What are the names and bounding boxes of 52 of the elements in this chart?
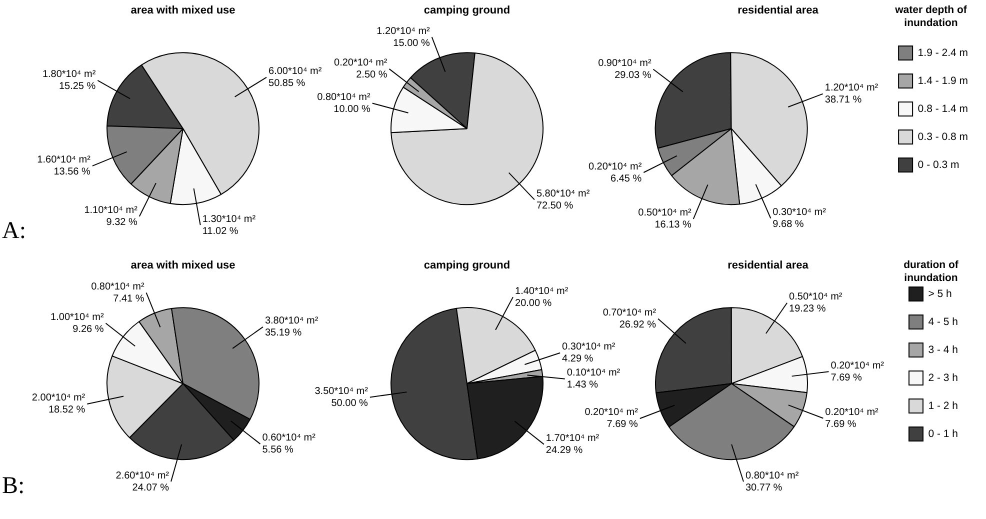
data-label: 2.60*10⁴ m² 24.07 % xyxy=(116,470,170,494)
data-label: 5.80*10⁴ m² 72.50 % xyxy=(536,188,590,212)
data-label: 3.80*10⁴ m² 35.19 % xyxy=(264,316,319,339)
data-label: 1.00*10⁴ m² 9.26 % xyxy=(50,312,104,336)
data-label: 0.20*10⁴ m² 7.69 % xyxy=(584,407,638,430)
data-label: 0.10*10⁴ m² 1.43 % xyxy=(566,368,621,391)
data-label: 2.00*10⁴ m² 18.52 % xyxy=(32,392,86,416)
data-label: 0.60*10⁴ m² 5.56 % xyxy=(262,432,316,456)
data-label: 1.20*10⁴ m² 15.00 % xyxy=(376,26,431,49)
legend-label: 1 - 2 h xyxy=(928,400,958,412)
legend-label: > 5 h xyxy=(928,288,952,300)
chart-title: residential area xyxy=(737,4,819,17)
data-label: 1.40*10⁴ m² 20.00 % xyxy=(515,286,569,309)
legend-title: duration of inundation xyxy=(902,259,960,285)
legend-label: 4 - 5 h xyxy=(928,316,958,328)
legend-label: 1.9 - 2.4 m xyxy=(918,46,968,59)
chart-title: residential area xyxy=(727,260,809,272)
data-label: 0.80*10⁴ m² 10.00 % xyxy=(317,92,372,115)
data-label: 0.20*10⁴ m² 2.50 % xyxy=(334,58,388,81)
data-label: 0.30*10⁴ m² 4.29 % xyxy=(562,342,616,365)
legend-label: 2 - 3 h xyxy=(928,372,958,384)
data-label: 0.70*10⁴ m² 26.92 % xyxy=(602,307,656,330)
legend-label: 0.3 - 0.8 m xyxy=(918,130,968,143)
data-label: 0.20*10⁴ m² 7.69 % xyxy=(830,360,884,384)
data-label: 3.50*10⁴ m² 50.00 % xyxy=(314,386,369,409)
legend-label: 3 - 4 h xyxy=(928,344,958,356)
data-label: 1.30*10⁴ m² 11.02 % xyxy=(202,214,256,237)
data-label: 0.20*10⁴ m² 6.45 % xyxy=(588,161,642,184)
chart-title: area with mixed use xyxy=(130,4,236,17)
data-label: 1.60*10⁴ m² 13.56 % xyxy=(37,154,92,178)
data-label: 1.70*10⁴ m² 24.29 % xyxy=(546,433,600,456)
chart-title: camping ground xyxy=(424,4,510,17)
data-label: 0.50*10⁴ m² 19.23 % xyxy=(788,292,842,315)
text: B: xyxy=(2,473,25,500)
chart-title: area with mixed use xyxy=(130,260,236,272)
legend-label: 0 - 1 h xyxy=(928,428,958,440)
chart-title: camping ground xyxy=(424,260,510,272)
data-label: 1.20*10⁴ m² 38.71 % xyxy=(824,82,878,106)
legend-label: 1.4 - 1.9 m xyxy=(918,74,968,87)
data-label: 0.50*10⁴ m² 16.13 % xyxy=(638,208,692,231)
data-label: 0.30*10⁴ m² 9.68 % xyxy=(772,207,826,230)
data-label: 6.00*10⁴ m² 50.85 % xyxy=(268,66,322,90)
legend-title: water depth of inundation xyxy=(894,4,968,30)
legend-label: 0.8 - 1.4 m xyxy=(918,102,968,115)
data-label: 0.20*10⁴ m² 7.69 % xyxy=(824,406,879,430)
data-label: 1.80*10⁴ m² 15.25 % xyxy=(42,69,96,92)
text: A: xyxy=(2,218,26,245)
data-label: 0.80*10⁴ m² 30.77 % xyxy=(744,470,799,494)
data-label: 0.90*10⁴ m² 29.03 % xyxy=(598,58,652,82)
legend-label: 0 - 0.3 m xyxy=(918,158,960,171)
data-label: 0.80*10⁴ m² 7.41 % xyxy=(91,281,145,304)
data-label: 1.10*10⁴ m² 9.32 % xyxy=(84,205,138,228)
